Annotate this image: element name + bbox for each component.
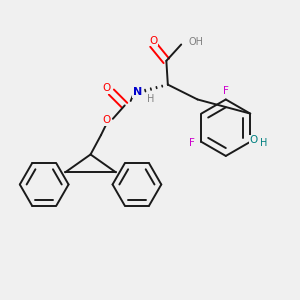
Text: H: H: [260, 138, 267, 148]
Text: O: O: [149, 36, 158, 46]
Text: O: O: [250, 135, 258, 145]
Text: OH: OH: [189, 37, 204, 46]
Text: F: F: [189, 138, 195, 148]
Text: N: N: [133, 87, 142, 97]
Text: F: F: [224, 86, 229, 96]
Text: H: H: [147, 94, 155, 103]
Text: O: O: [102, 115, 110, 125]
Text: O: O: [102, 83, 110, 94]
